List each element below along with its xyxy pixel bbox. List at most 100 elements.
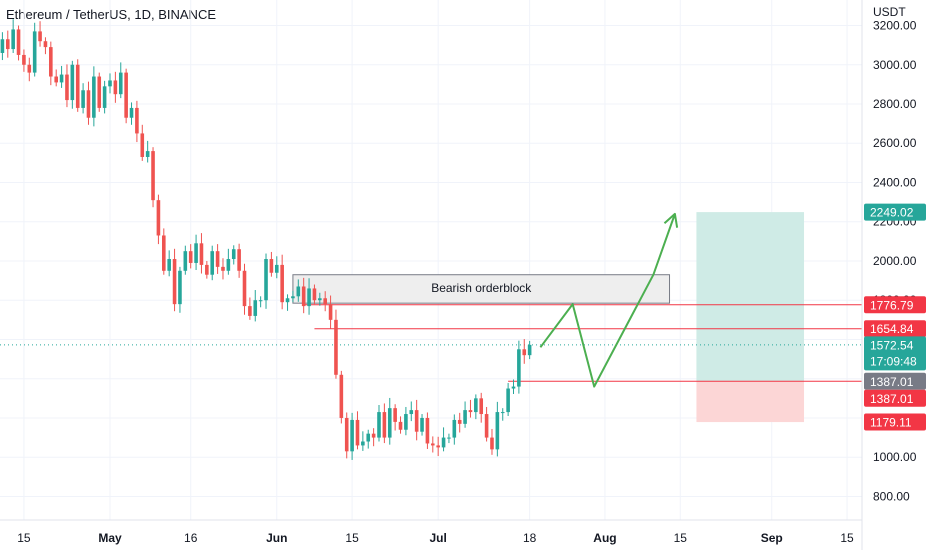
candle-body [328, 304, 333, 320]
candle-body [199, 243, 204, 265]
candle-body [54, 76, 58, 83]
candle-body [156, 200, 161, 236]
candle-body [221, 266, 225, 271]
candle-body [172, 259, 177, 305]
candle-body [237, 249, 241, 271]
candle-body [264, 259, 268, 301]
y-tick-label: 800.00 [873, 489, 910, 503]
candle-body [280, 264, 284, 303]
candle-body [59, 74, 64, 83]
candle-body [468, 410, 473, 413]
candle-body [162, 235, 166, 271]
candle-body [75, 64, 80, 108]
candle-body [377, 412, 381, 438]
x-tick-label: 15 [345, 531, 359, 545]
current-price-tag-text: 1572.54 [870, 338, 914, 352]
price-tags: 2249.02 1776.79 1654.84 1572.54 17:09:48 1387… [864, 203, 926, 431]
x-tick-label: 15 [840, 531, 854, 545]
candle-body [387, 408, 392, 438]
level-tag-text: 1387.01 [870, 392, 914, 406]
candle-body [425, 417, 430, 444]
candle-body [398, 421, 403, 430]
candle-body [0, 39, 5, 53]
x-tick-label: Jul [430, 531, 447, 545]
arrow-head [663, 212, 679, 228]
y-tick-label: 2400.00 [873, 175, 917, 189]
candle-body [86, 90, 91, 118]
candle-body [393, 408, 397, 422]
candle-body [506, 388, 510, 413]
candle-body [371, 433, 376, 438]
target-price-tag-bg [864, 203, 926, 221]
x-tick-label: May [98, 531, 122, 545]
y-tick-label: 2600.00 [873, 136, 917, 150]
candle-body [70, 64, 75, 101]
candle-body [92, 76, 96, 118]
candle-body [151, 151, 155, 201]
y-tick-label: 3200.00 [873, 19, 917, 33]
candle-body [205, 264, 209, 275]
candle-body [490, 437, 494, 450]
level-tag-bg [864, 389, 926, 407]
candle-body [226, 259, 231, 271]
candle-body [16, 29, 21, 55]
candle-body [420, 417, 424, 432]
orderblock-label: Bearish orderblock [431, 281, 532, 295]
candle-body [81, 90, 85, 108]
candle-body [404, 414, 408, 430]
candle-body [11, 29, 15, 50]
candle-body [463, 410, 467, 424]
candle-body [479, 398, 484, 415]
stop-price-tag-bg [864, 413, 926, 431]
candle-body [355, 419, 360, 446]
candle-body [511, 386, 516, 389]
candle-body [167, 259, 171, 271]
stop-price-tag-text: 1179.11 [870, 416, 912, 430]
candle-body [124, 72, 128, 118]
y-axis-unit: USDT [873, 5, 906, 19]
entry-price-tag-text: 1387.01 [870, 375, 914, 389]
candle-body [409, 410, 414, 415]
x-tick-label: 15 [674, 531, 688, 545]
x-tick-label: Sep [761, 531, 783, 545]
candle-body [178, 270, 182, 305]
candle-body [274, 264, 279, 273]
x-tick-label: Aug [593, 531, 616, 545]
candle-body [194, 243, 198, 263]
candle-body [145, 151, 150, 157]
candle-body [291, 296, 295, 299]
candle-body [65, 74, 69, 101]
x-tick-label: 18 [523, 531, 537, 545]
candle-body [113, 80, 118, 95]
x-tick-label: 15 [17, 531, 31, 545]
candle-body [457, 419, 462, 424]
candle-body [334, 319, 338, 375]
candle-body [129, 107, 134, 118]
candle-body [97, 76, 102, 108]
candle-body [452, 419, 457, 438]
candle-body [350, 419, 354, 452]
candle-body [495, 412, 500, 450]
candle-body [102, 86, 107, 108]
candle-body [242, 270, 247, 307]
projection-path [539, 213, 676, 388]
candle-body [22, 54, 26, 65]
candle-body [49, 47, 53, 77]
symbol-title: Ethereum / TetherUS, 1D, BINANCE [6, 7, 217, 22]
candle-body [231, 249, 236, 260]
candle-body [344, 417, 349, 452]
countdown-text: 17:09:48 [870, 354, 917, 368]
loss-zone [696, 381, 805, 423]
candle-body [527, 344, 532, 356]
candles [0, 19, 532, 460]
candle-body [248, 306, 252, 316]
position-zones [696, 212, 805, 423]
candle-body [27, 64, 32, 73]
candle-body [188, 251, 193, 263]
candle-body [312, 288, 317, 301]
candle-body [135, 107, 139, 134]
candle-body [296, 286, 301, 297]
x-tick-label: Jun [266, 531, 287, 545]
